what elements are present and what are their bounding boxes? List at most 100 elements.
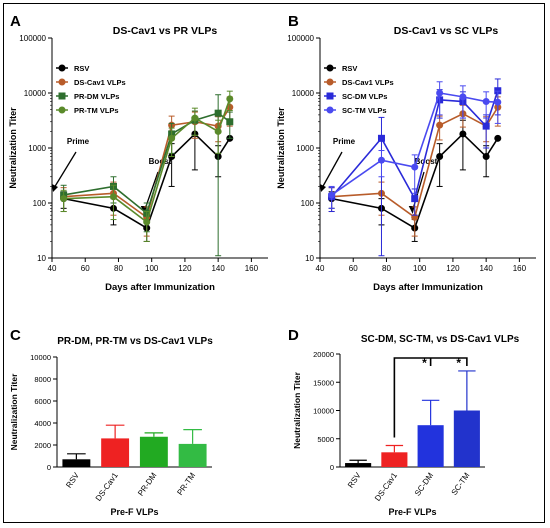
annotation-boost: Boost xyxy=(149,157,172,166)
category-label: RSV xyxy=(64,470,81,489)
category-label: PR-DM xyxy=(136,471,159,498)
legend-label: RSV xyxy=(342,64,357,73)
prime-arrowhead xyxy=(52,184,58,192)
prime-arrow xyxy=(321,151,343,189)
significance-star: * xyxy=(422,356,427,370)
data-point xyxy=(143,218,151,226)
category-label: SC-DM xyxy=(413,471,436,498)
chart-title: PR-DM, PR-TM vs DS-Cav1 VLPs xyxy=(57,336,213,347)
x-tick-label: 120 xyxy=(446,264,460,273)
chart-title: DS-Cav1 vs SC VLPs xyxy=(394,25,499,37)
data-point xyxy=(109,193,117,201)
legend-marker xyxy=(326,64,334,72)
legend-marker xyxy=(58,78,66,86)
data-point xyxy=(494,134,502,142)
data-point xyxy=(459,130,467,138)
x-tick-label: 40 xyxy=(316,264,325,273)
y-tick-label: 10000 xyxy=(30,353,51,362)
y-tick-label: 15000 xyxy=(313,378,334,387)
prime-arrowhead xyxy=(320,184,326,192)
significance-star: * xyxy=(456,356,461,370)
data-point xyxy=(482,98,490,106)
bar xyxy=(178,443,207,467)
data-point xyxy=(60,195,68,203)
chart-title: DS-Cav1 vs PR VLPs xyxy=(113,25,218,37)
annotation-boost: Boost xyxy=(415,157,438,166)
y-tick-label: 8000 xyxy=(34,375,51,384)
y-tick-label: 4000 xyxy=(34,419,51,428)
bar xyxy=(345,463,372,467)
y-tick-label: 10 xyxy=(305,254,314,263)
data-point xyxy=(377,156,385,164)
data-point xyxy=(214,109,222,117)
legend-marker xyxy=(326,106,334,114)
data-point xyxy=(436,121,444,129)
category-label: RSV xyxy=(346,470,363,489)
data-point xyxy=(482,153,490,161)
prime-arrow xyxy=(53,151,77,189)
category-label: DS-Cav1 xyxy=(94,471,120,503)
data-point xyxy=(328,191,336,199)
x-tick-label: 40 xyxy=(48,264,57,273)
legend-label: SC-TM VLPs xyxy=(342,106,387,115)
legend-label: PR-TM VLPs xyxy=(74,106,119,115)
legend-marker xyxy=(326,92,334,100)
y-tick-label: 0 xyxy=(47,463,51,472)
legend-marker xyxy=(58,106,66,114)
bar xyxy=(381,452,408,467)
bar xyxy=(139,436,168,467)
category-label: SC-TM xyxy=(450,471,472,497)
annotation-prime: Prime xyxy=(333,137,356,146)
y-axis-label: Neutralization Titer xyxy=(8,107,18,189)
annotation-prime: Prime xyxy=(67,137,90,146)
y-axis-label: Neutralization Titer xyxy=(292,371,302,449)
data-point xyxy=(168,134,176,142)
x-tick-label: 140 xyxy=(479,264,493,273)
y-tick-label: 1000 xyxy=(296,144,314,153)
data-point xyxy=(411,163,419,171)
data-point xyxy=(482,122,490,130)
bar xyxy=(453,410,480,467)
figure-frame xyxy=(3,3,545,523)
data-point xyxy=(436,153,444,161)
panel-letter: A xyxy=(10,13,21,30)
y-tick-label: 100 xyxy=(301,199,315,208)
legend-label: DS-Cav1 VLPs xyxy=(342,78,394,87)
x-axis-label: Days after Immunization xyxy=(373,282,483,293)
y-tick-label: 10000 xyxy=(24,89,47,98)
data-point xyxy=(226,118,234,126)
y-tick-label: 100 xyxy=(33,199,47,208)
y-tick-label: 5000 xyxy=(317,435,334,444)
legend-marker xyxy=(58,92,66,100)
x-tick-label: 80 xyxy=(114,264,123,273)
panel-letter: B xyxy=(288,13,299,30)
data-point xyxy=(411,195,419,203)
x-tick-label: 160 xyxy=(245,264,259,273)
bar xyxy=(101,438,130,467)
data-point xyxy=(214,127,222,135)
legend-marker xyxy=(58,64,66,72)
chart-title: SC-DM, SC-TM, vs DS-Cav1 VLPs xyxy=(361,334,520,345)
data-point xyxy=(226,95,234,103)
legend-label: RSV xyxy=(74,64,89,73)
x-axis-label: Days after Immunization xyxy=(105,282,215,293)
bar xyxy=(62,459,91,467)
panel-letter: D xyxy=(288,327,299,344)
bar xyxy=(417,425,444,467)
legend-label: SC-DM VLPs xyxy=(342,92,387,101)
y-tick-label: 10000 xyxy=(292,89,315,98)
legend-marker xyxy=(326,78,334,86)
x-tick-label: 100 xyxy=(145,264,159,273)
data-point xyxy=(459,93,467,101)
x-axis-label: Pre-F VLPs xyxy=(110,507,158,517)
x-tick-label: 80 xyxy=(382,264,391,273)
category-label: DS-Cav1 xyxy=(373,471,399,503)
x-tick-label: 60 xyxy=(81,264,90,273)
x-tick-label: 140 xyxy=(211,264,225,273)
y-tick-label: 10 xyxy=(37,254,46,263)
boost-arrowhead xyxy=(408,206,415,214)
x-tick-label: 160 xyxy=(513,264,527,273)
data-point xyxy=(377,134,385,142)
